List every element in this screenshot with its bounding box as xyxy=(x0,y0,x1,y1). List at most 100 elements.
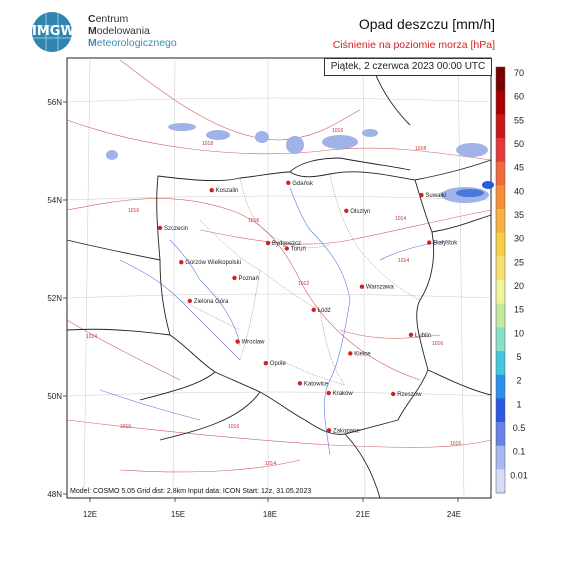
city-label: Gorzów Wielkopolski xyxy=(185,260,241,266)
isobar-label: 1016 xyxy=(120,424,131,430)
isobar-label: 1014 xyxy=(395,216,406,222)
city-marker xyxy=(326,390,331,396)
isobar-label: 1016 xyxy=(228,424,239,430)
lat-tick-label: 56N xyxy=(47,98,62,107)
map-title: Opad deszczu [mm/h] xyxy=(358,16,495,32)
globe-grid-icon xyxy=(33,13,71,51)
forecast-date: Piątek, 2 czerwca 2023 00:00 UTC xyxy=(324,58,492,76)
city-marker xyxy=(235,339,240,344)
city-label: Białystok xyxy=(433,241,458,247)
city-label: Zielona Góra xyxy=(194,299,229,305)
colorbar-swatch xyxy=(496,138,505,163)
city-label: Suwałki xyxy=(425,193,446,199)
city-marker xyxy=(284,246,289,251)
colorbar: 70 60 55 50 45 40 35 30 25 20 15 10 5 2 1 0.5 0.1 0.01 xyxy=(495,66,528,494)
colorbar-swatch xyxy=(496,161,505,186)
city-marker xyxy=(232,275,237,281)
colorbar-label: 2 xyxy=(516,376,521,386)
borders xyxy=(66,59,492,499)
city-marker xyxy=(263,361,268,366)
city-marker xyxy=(187,298,192,304)
city-marker xyxy=(157,225,163,231)
colorbar-label: 15 xyxy=(514,305,524,315)
org-word: odelowania xyxy=(96,25,150,37)
colorbar-label: 1 xyxy=(516,399,521,409)
colorbar-label: 25 xyxy=(514,257,524,267)
city-label: Lublin xyxy=(415,333,431,339)
isobar-label: 1012 xyxy=(298,281,309,287)
colorbar-label: 20 xyxy=(514,281,524,291)
city-label: Toruń xyxy=(291,247,306,253)
isobar-label: 1018 xyxy=(202,141,213,147)
city-label: Opole xyxy=(270,361,287,367)
colorbar-label: 70 xyxy=(514,68,524,78)
city-label: Warszawa xyxy=(366,285,394,291)
city-label: Poznań xyxy=(239,276,259,282)
city-marker xyxy=(311,307,316,312)
isobar-label: 1014 xyxy=(398,258,409,264)
city-label: Wrocław xyxy=(242,340,266,346)
voivodeship-borders xyxy=(179,173,421,386)
colorbar-swatch xyxy=(496,209,505,234)
lat-tick-label: 54N xyxy=(47,196,62,205)
colorbar-swatch xyxy=(496,422,505,447)
organization-name: Centrum Modelowania Meteorologicznego xyxy=(88,13,177,49)
city-label: Kielce xyxy=(354,351,371,357)
isobar-label: 1018 xyxy=(415,146,426,152)
graticule xyxy=(66,57,492,499)
colorbar-swatch xyxy=(496,327,505,352)
lat-tick-label: 52N xyxy=(47,294,62,303)
org-initial: M xyxy=(88,37,97,49)
city-label: Szczecin xyxy=(164,226,188,232)
colorbar-swatch xyxy=(496,469,505,494)
isobar-label: 1016 xyxy=(332,128,343,134)
lat-tick-label: 48N xyxy=(47,490,62,499)
org-word: entrum xyxy=(95,13,129,25)
city-marker xyxy=(419,192,424,198)
city-marker xyxy=(344,208,349,213)
colorbar-label: 10 xyxy=(514,328,524,338)
city-label: Kraków xyxy=(333,391,354,397)
colorbar-swatch xyxy=(496,90,505,115)
isobar-label: 1014 xyxy=(265,461,276,467)
colorbar-swatch xyxy=(496,445,505,470)
city-label: Łódź xyxy=(318,308,331,314)
isobar-label: 1016 xyxy=(432,341,443,347)
city-label: Koszalin xyxy=(216,188,239,194)
colorbar-swatch xyxy=(496,398,505,423)
isobar-label: 1016 xyxy=(248,218,259,224)
colorbar-label: 35 xyxy=(514,210,524,220)
lon-tick-label: 21E xyxy=(356,510,370,519)
colorbar-swatch xyxy=(496,232,505,257)
colorbar-label: 40 xyxy=(514,186,524,196)
org-initial: M xyxy=(88,25,97,37)
colorbar-label: 0.01 xyxy=(510,470,528,480)
colorbar-swatch xyxy=(496,303,505,328)
precipitation-areas xyxy=(106,123,494,203)
org-initial: C xyxy=(88,13,96,25)
city-markers: Koszalin Gdańsk Suwałki Olsztyn Szczecin Bydg… xyxy=(157,180,458,434)
colorbar-label: 0.5 xyxy=(513,423,526,433)
colorbar-swatch xyxy=(496,374,505,399)
city-marker xyxy=(326,428,332,433)
imgw-logo: IMGW xyxy=(32,12,72,52)
lon-tick-label: 18E xyxy=(263,510,277,519)
ticks xyxy=(63,101,459,502)
colorbar-swatch xyxy=(496,114,505,139)
city-marker xyxy=(359,284,365,289)
colorbar-label: 0.1 xyxy=(513,447,526,457)
colorbar-label: 5 xyxy=(516,352,521,362)
org-word: eteorologicznego xyxy=(96,37,177,49)
city-marker xyxy=(391,391,396,397)
city-label: Gdańsk xyxy=(292,181,314,187)
colorbar-swatch xyxy=(496,256,505,281)
colorbar-label: 60 xyxy=(514,92,524,102)
colorbar-label: 50 xyxy=(514,139,524,149)
colorbar-label: 55 xyxy=(514,115,524,125)
city-marker xyxy=(427,240,432,245)
axis-labels: 12E 15E 18E 21E 24E 56N 54N 52N 50N 48N xyxy=(47,98,461,519)
city-label: Katowice xyxy=(304,381,329,387)
city-label: Olsztyn xyxy=(350,209,370,215)
city-label: Bydgoszcz xyxy=(272,241,301,247)
